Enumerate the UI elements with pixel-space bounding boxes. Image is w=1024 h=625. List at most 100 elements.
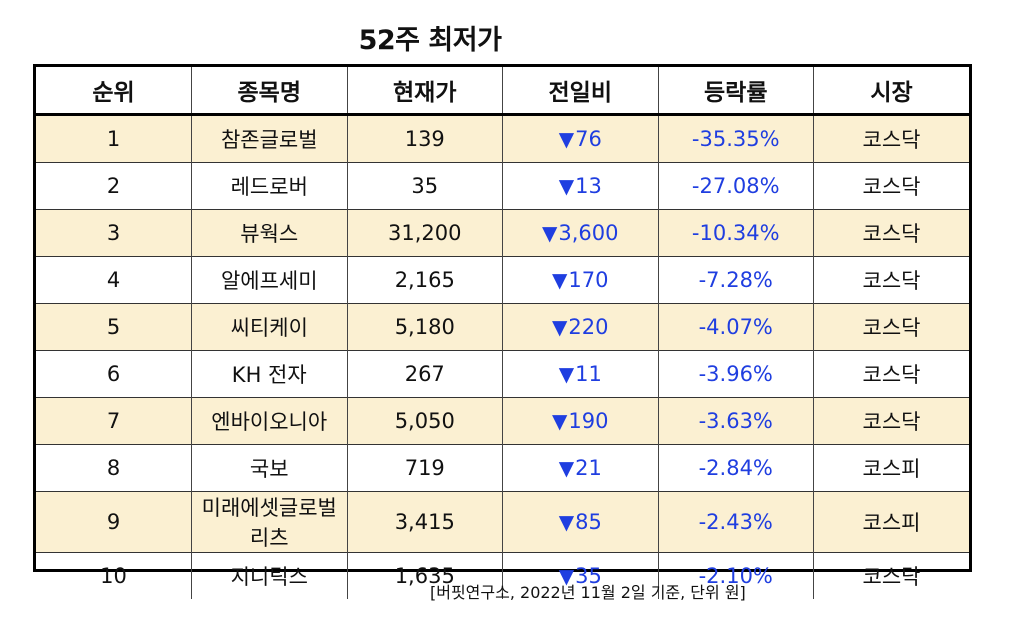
market-cell: 코스닥 [813,209,969,257]
rank-cell: 3 [36,209,192,257]
header-price: 현재가 [346,67,503,116]
price-cell: 1,635 [346,552,503,599]
rank-cell: 9 [36,491,192,553]
down-triangle-icon: ▼ [558,564,575,588]
market-cell: 코스피 [813,444,969,492]
rank-cell: 2 [36,162,192,210]
stock-table: 순위 종목명 현재가 전일비 등락률 시장 1 참존글로벌 139 ▼76 -3… [36,67,969,599]
price-cell: 267 [346,350,503,398]
table-row: 1 참존글로벌 139 ▼76 -35.35% 코스닥 [36,114,969,163]
name-cell: 지니틱스 [191,552,347,599]
header-rate: 등락률 [657,67,814,116]
name-cell: 미래에셋글로벌리츠 [191,491,347,553]
rank-cell: 8 [36,444,192,492]
change-cell: ▼170 [502,256,658,304]
price-cell: 5,050 [346,397,503,445]
change-value: 35 [575,564,602,588]
change-cell: ▼220 [502,303,658,351]
down-triangle-icon: ▼ [558,362,575,386]
market-cell: 코스닥 [813,114,969,163]
change-value: 85 [575,510,602,534]
change-value: 13 [575,174,602,198]
down-triangle-icon: ▼ [558,174,575,198]
down-triangle-icon: ▼ [558,127,575,151]
rank-cell: 5 [36,303,192,351]
change-cell: ▼13 [502,162,658,210]
change-value: 11 [575,362,602,386]
change-cell: ▼11 [502,350,658,398]
change-cell: ▼3,600 [502,209,658,257]
market-cell: 코스닥 [813,256,969,304]
rate-cell: -3.96% [657,350,814,398]
table-row: 4 알에프세미 2,165 ▼170 -7.28% 코스닥 [36,256,969,304]
rate-cell: -2.10% [657,552,814,599]
market-cell: 코스닥 [813,350,969,398]
table-row: 3 뷰웍스 31,200 ▼3,600 -10.34% 코스닥 [36,209,969,257]
market-cell: 코스닥 [813,303,969,351]
down-triangle-icon: ▼ [552,268,568,292]
name-cell: 참존글로벌 [191,114,347,163]
change-value: 3,600 [558,221,619,245]
rank-cell: 1 [36,114,192,163]
market-cell: 코스닥 [813,552,969,599]
name-cell: 국보 [191,444,347,492]
change-cell: ▼76 [502,114,658,163]
price-cell: 31,200 [346,209,503,257]
rate-cell: -4.07% [657,303,814,351]
name-cell: 레드로버 [191,162,347,210]
rate-cell: -35.35% [657,114,814,163]
table-row: 5 씨티케이 5,180 ▼220 -4.07% 코스닥 [36,303,969,351]
down-triangle-icon: ▼ [541,221,558,245]
down-triangle-icon: ▼ [558,510,575,534]
rate-cell: -3.63% [657,397,814,445]
source-footnote: [버핏연구소, 2022년 11월 2일 기준, 단위 원] [430,583,746,602]
name-cell: KH 전자 [191,350,347,398]
change-value: 190 [568,409,609,433]
table-row: 8 국보 719 ▼21 -2.84% 코스피 [36,444,969,492]
price-cell: 2,165 [346,256,503,304]
table-row: 2 레드로버 35 ▼13 -27.08% 코스닥 [36,162,969,210]
table-row: 10 지니틱스 1,635 ▼35 -2.10% 코스닥 [36,552,969,599]
stock-table-container: 순위 종목명 현재가 전일비 등락률 시장 1 참존글로벌 139 ▼76 -3… [33,64,972,599]
header-name: 종목명 [191,67,347,116]
rate-cell: -2.43% [657,491,814,553]
price-cell: 5,180 [346,303,503,351]
down-triangle-icon: ▼ [552,409,568,433]
change-value: 170 [568,268,609,292]
header-rank: 순위 [36,67,192,116]
rank-cell: 7 [36,397,192,445]
down-triangle-icon: ▼ [558,456,575,480]
rank-cell: 10 [36,552,192,599]
down-triangle-icon: ▼ [552,315,568,339]
name-cell: 알에프세미 [191,256,347,304]
price-cell: 139 [346,114,503,163]
change-value: 21 [575,456,602,480]
rate-cell: -2.84% [657,444,814,492]
header-market: 시장 [813,67,969,116]
change-cell: ▼21 [502,444,658,492]
rank-cell: 6 [36,350,192,398]
table-row: 7 엔바이오니아 5,050 ▼190 -3.63% 코스닥 [36,397,969,445]
name-cell: 씨티케이 [191,303,347,351]
change-value: 76 [575,127,602,151]
rank-cell: 4 [36,256,192,304]
table-row: 9 미래에셋글로벌리츠 3,415 ▼85 -2.43% 코스피 [36,491,969,553]
change-cell: ▼190 [502,397,658,445]
price-cell: 3,415 [346,491,503,553]
rate-cell: -27.08% [657,162,814,210]
price-cell: 719 [346,444,503,492]
price-cell: 35 [346,162,503,210]
rate-cell: -10.34% [657,209,814,257]
header-change: 전일비 [502,67,658,116]
rate-cell: -7.28% [657,256,814,304]
table-row: 6 KH 전자 267 ▼11 -3.96% 코스닥 [36,350,969,398]
change-value: 220 [568,315,609,339]
name-cell: 엔바이오니아 [191,397,347,445]
change-cell: ▼35 [502,552,658,599]
name-cell: 뷰웍스 [191,209,347,257]
table-header-row: 순위 종목명 현재가 전일비 등락률 시장 [36,67,969,116]
change-cell: ▼85 [502,491,658,553]
market-cell: 코스닥 [813,162,969,210]
page-title: 52주 최저가 [358,25,502,56]
market-cell: 코스피 [813,491,969,553]
